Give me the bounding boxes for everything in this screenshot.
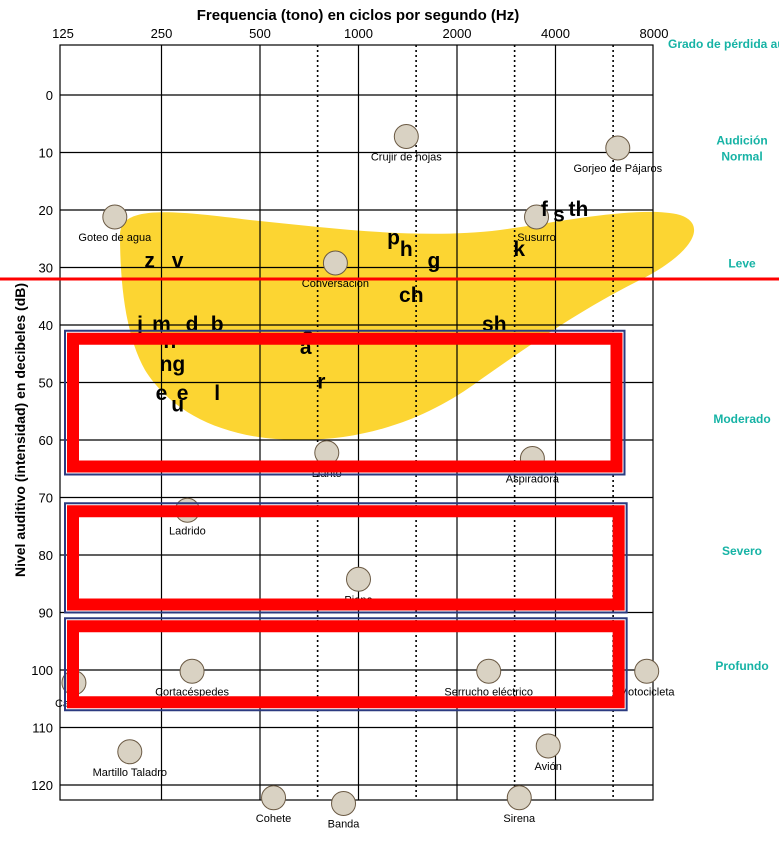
degree-label: Normal xyxy=(721,150,762,164)
phoneme-label: r xyxy=(317,370,325,393)
sound-icon xyxy=(261,785,287,811)
phoneme-label: th xyxy=(569,198,589,221)
sound-label: Aspiradora xyxy=(506,474,560,486)
y-tick-label: 80 xyxy=(39,548,53,563)
phoneme-label: b xyxy=(211,313,224,336)
x-axis-title: Frequencia (tono) en ciclos por segundo … xyxy=(197,7,520,24)
phoneme-label: u xyxy=(171,393,184,416)
sound-label: Avión xyxy=(535,761,562,773)
sound-icon xyxy=(535,733,561,759)
highlight-box-border xyxy=(64,502,628,614)
plot-frame xyxy=(59,44,654,801)
sound-icon xyxy=(506,785,532,811)
phoneme-label: j xyxy=(136,313,143,336)
sound-icon xyxy=(331,791,357,816)
sound-icon xyxy=(634,658,660,684)
phoneme-label: k xyxy=(513,238,525,261)
sound-icon xyxy=(102,204,128,230)
sound-icon xyxy=(322,250,348,276)
sound-source: Susurro xyxy=(517,204,556,244)
sound-label: Goteo de agua xyxy=(78,232,152,244)
sound-label: Susurro xyxy=(517,232,556,244)
degree-label: Severo xyxy=(722,544,762,558)
highlight-box xyxy=(67,332,623,473)
y-tick-label: 50 xyxy=(39,376,53,391)
phoneme-label: sh xyxy=(482,313,507,336)
sound-source: Serrucho eléctrico xyxy=(444,658,533,698)
phoneme-label: h xyxy=(400,238,413,261)
y-tick-label: 70 xyxy=(39,491,53,506)
degree-label: Profundo xyxy=(715,659,768,673)
phoneme-label: z xyxy=(144,250,155,273)
phoneme-label: d xyxy=(186,313,199,336)
sound-icon xyxy=(524,204,550,230)
phoneme-label: s xyxy=(553,204,565,227)
y-tick-label: 60 xyxy=(39,433,53,448)
sound-source: Cortacéspedes xyxy=(155,658,230,698)
sound-label: Ladrido xyxy=(169,525,206,537)
sound-icon xyxy=(346,566,371,592)
y-tick-label: 40 xyxy=(39,318,53,333)
sound-label: Martillo Taladro xyxy=(93,767,167,779)
highlight-box-border xyxy=(64,617,628,712)
degree-label: Leve xyxy=(728,257,756,271)
phoneme-label: v xyxy=(172,250,184,273)
sound-source: Sirena xyxy=(503,785,536,825)
sound-source: Avión xyxy=(535,733,562,773)
sound-label: Conversación xyxy=(302,278,369,290)
y-tick-label: 120 xyxy=(31,778,53,793)
y-tick-label: 10 xyxy=(39,146,53,161)
degree-header: Grado de pérdida auditiva xyxy=(668,37,779,51)
y-tick-label: 20 xyxy=(39,203,53,218)
phoneme-label: p xyxy=(387,227,400,250)
y-tick-label: 90 xyxy=(39,606,53,621)
highlight-box-border xyxy=(64,329,626,476)
sound-source: Gorjeo de Pájaros xyxy=(573,135,663,175)
sound-icon xyxy=(605,135,631,161)
sound-icon xyxy=(117,739,143,765)
phoneme-label: f xyxy=(541,198,549,221)
highlight-box xyxy=(67,620,625,709)
sound-label: Cohete xyxy=(256,813,291,825)
sound-label: Banda xyxy=(328,819,361,831)
sound-label: Gorjeo de Pájaros xyxy=(573,163,662,175)
y-tick-label: 100 xyxy=(31,663,53,678)
x-tick-label: 125 xyxy=(52,26,74,41)
x-tick-label: 500 xyxy=(249,26,271,41)
x-tick-label: 1000 xyxy=(344,26,373,41)
sound-source: Crujir de hojas xyxy=(371,124,442,164)
y-tick-label: 110 xyxy=(32,721,53,736)
phoneme-label: g xyxy=(427,250,440,273)
x-tick-label: 8000 xyxy=(640,26,669,41)
y-tick-label: 30 xyxy=(39,261,53,276)
sound-label: Crujir de hojas xyxy=(371,152,442,164)
degree-label: Moderado xyxy=(713,412,770,426)
sound-source: Banda xyxy=(328,791,361,831)
degree-label: Audición xyxy=(716,134,767,148)
x-tick-label: 4000 xyxy=(541,26,570,41)
sound-label: Serrucho eléctrico xyxy=(444,686,533,698)
sound-icon xyxy=(476,658,502,684)
y-axis-title: Nivel auditivo (intensidad) en decibeles… xyxy=(12,283,28,577)
highlight-box xyxy=(67,505,625,611)
sound-icon xyxy=(393,124,419,149)
sound-source: Motocicleta xyxy=(619,658,676,698)
phoneme-label: e xyxy=(177,382,189,405)
sound-source: Goteo de agua xyxy=(78,204,152,244)
sound-label: Sirena xyxy=(503,813,536,825)
y-tick-label: 0 xyxy=(46,88,53,103)
phoneme-label: ch xyxy=(399,284,424,307)
sound-source: Cohete xyxy=(256,785,291,825)
sound-icon xyxy=(179,658,205,684)
sound-source: Martillo Taladro xyxy=(93,739,167,779)
phoneme-label: e xyxy=(156,382,168,405)
x-tick-label: 2000 xyxy=(443,26,472,41)
sound-label: Cortacéspedes xyxy=(155,686,229,698)
sound-label: Motocicleta xyxy=(619,686,676,698)
x-tick-label: 250 xyxy=(151,26,173,41)
phoneme-label: l xyxy=(214,382,220,405)
phoneme-label: ng xyxy=(160,353,186,376)
sound-source: Conversación xyxy=(302,250,369,290)
